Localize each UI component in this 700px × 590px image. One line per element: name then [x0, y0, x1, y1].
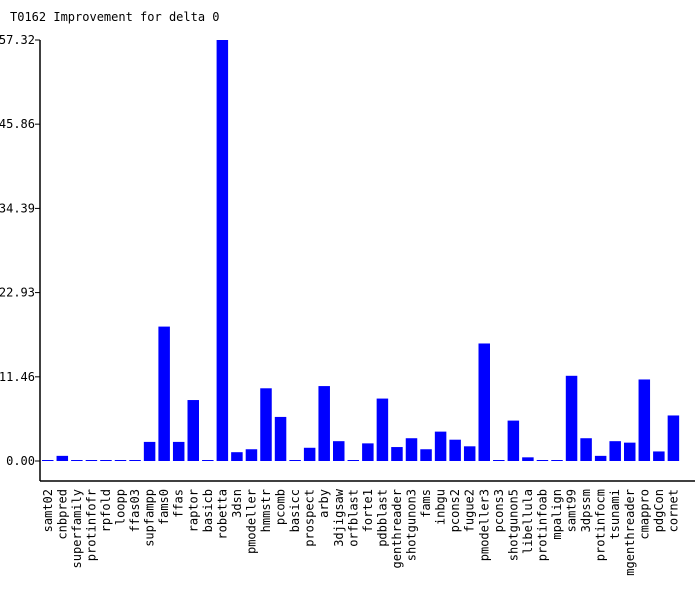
x-tick-label-loopp: loopp — [114, 489, 128, 525]
bar-fams — [420, 449, 432, 461]
x-tick-label-rpfold: rpfold — [99, 489, 113, 532]
bar-loopp — [114, 460, 127, 461]
x-tick-label-ffas03: ffas03 — [128, 489, 142, 532]
x-tick-label-forte1: forte1 — [361, 489, 375, 532]
x-tick-label-pmodeller: pmodeller — [244, 489, 258, 554]
x-tick-label-inbgu: inbgu — [434, 489, 448, 525]
bar-pdbblast — [376, 398, 389, 461]
x-tick-label-hmmstr: hmmstr — [259, 489, 273, 532]
bar-mpalign — [551, 460, 563, 461]
bar-fams0 — [158, 326, 170, 461]
bar-basicc — [289, 460, 301, 461]
bar-protinfoab — [536, 460, 549, 461]
x-tick-label-pcomb: pcomb — [274, 489, 288, 525]
bar-protinfocm — [594, 455, 607, 461]
x-tick-label-prospect: prospect — [303, 489, 317, 547]
x-tick-label-3djigsaw: 3djigsaw — [332, 488, 346, 547]
bar-raptor — [187, 400, 199, 461]
x-tick-label-basicb: basicb — [201, 489, 215, 532]
bar-ffas — [172, 441, 185, 461]
bar-protinfofr — [85, 460, 98, 461]
bar-genthreader — [391, 447, 403, 461]
bar-pcons2 — [449, 439, 461, 461]
bar-shotgunon5 — [507, 420, 520, 461]
chart-title: T0162 Improvement for delta 0 — [10, 10, 220, 24]
bar-rpfold — [100, 460, 112, 461]
x-tick-label-shotgunon5: shotgunon5 — [506, 489, 520, 561]
x-tick-label-protinfocm: protinfocm — [594, 489, 608, 561]
bar-libellula — [522, 457, 534, 461]
x-tick-label-superfamily: superfamily — [70, 489, 84, 568]
bar-robetta — [216, 40, 229, 461]
y-tick-label: 22.93 — [0, 286, 35, 300]
y-tick-label: 34.39 — [0, 201, 35, 215]
bar-cnbpred — [56, 455, 69, 461]
x-tick-label-basicc: basicc — [288, 489, 302, 532]
bars — [42, 40, 680, 461]
bar-orfblast — [347, 460, 360, 461]
x-tick-label-cmappro: cmappro — [637, 489, 651, 540]
x-tick-label-samt99: samt99 — [565, 489, 579, 532]
x-tick-label-3dsn: 3dsn — [230, 489, 244, 518]
bar-supfampp — [143, 441, 156, 461]
bar-arby — [318, 386, 330, 461]
x-tick-label-pcons2: pcons2 — [448, 489, 462, 532]
x-tick-label-orfblast: orfblast — [346, 489, 360, 547]
x-tick-label-ffas: ffas — [172, 489, 186, 518]
bar-mgenthreader — [624, 442, 636, 461]
x-tick-label-supfampp: supfampp — [143, 489, 157, 547]
y-axis-ticks: 0.00 11.46 22.93 34.39 45.86 57.32 — [0, 33, 40, 468]
x-tick-label-mpalign: mpalign — [550, 489, 564, 540]
x-tick-label-cornet: cornet — [666, 489, 680, 532]
x-tick-label-pdgCon: pdgCon — [652, 489, 666, 532]
x-tick-label-protinfoab: protinfoab — [535, 489, 549, 561]
x-axis-labels: samt02 cnbpred superfamily protinfofr rpfold… — [41, 488, 681, 575]
bar-tsunami — [609, 441, 621, 461]
y-tick-label: 11.46 — [0, 370, 35, 384]
bar-pmodeller3 — [478, 343, 490, 461]
bar-samt99 — [565, 375, 578, 461]
x-tick-label-fams0: fams0 — [157, 489, 171, 525]
y-tick-label: 45.86 — [0, 117, 35, 131]
bar-hmmstr — [260, 388, 272, 461]
x-tick-label-cnbpred: cnbpred — [55, 489, 69, 540]
bar-samt02 — [42, 460, 54, 461]
x-tick-label-mgenthreader: mgenthreader — [623, 489, 637, 576]
bar-basicb — [202, 460, 214, 461]
x-tick-label-libellula: libellula — [521, 489, 535, 554]
bar-fugue2 — [463, 446, 476, 461]
y-tick-label: 57.32 — [0, 33, 35, 47]
bar-3dsn — [231, 452, 243, 461]
x-tick-label-arby: arby — [317, 489, 331, 518]
bar-inbgu — [434, 431, 447, 461]
bar-3djigsaw — [333, 441, 345, 461]
x-tick-label-shotgunon3: shotgunon3 — [405, 489, 419, 561]
bar-prospect — [303, 447, 316, 461]
bar-3dpssm — [580, 438, 592, 461]
x-tick-label-fams: fams — [419, 489, 433, 518]
x-tick-label-robetta: robetta — [215, 489, 229, 540]
x-tick-label-genthreader: genthreader — [390, 489, 404, 568]
y-tick-label: 0.00 — [6, 454, 35, 468]
bar-cmappro — [638, 379, 651, 461]
bar-pcons3 — [493, 460, 505, 461]
x-tick-label-protinfofr: protinfofr — [84, 489, 98, 561]
bar-pdgCon — [653, 451, 665, 461]
bar-superfamily — [71, 460, 83, 461]
bar-forte1 — [362, 443, 374, 461]
x-tick-label-pdbblast: pdbblast — [375, 489, 389, 547]
bar-pcomb — [274, 416, 287, 461]
x-tick-label-tsunami: tsunami — [608, 489, 622, 540]
x-tick-label-pmodeller3: pmodeller3 — [477, 489, 491, 561]
bar-ffas03 — [129, 460, 141, 461]
bar-shotgunon3 — [405, 438, 418, 461]
x-tick-label-raptor: raptor — [186, 489, 200, 532]
bar-cornet — [667, 415, 680, 461]
x-tick-label-pcons3: pcons3 — [492, 489, 506, 532]
x-tick-label-3dpssm: 3dpssm — [579, 489, 593, 532]
x-tick-label-fugue2: fugue2 — [463, 489, 477, 532]
x-tick-label-samt02: samt02 — [41, 489, 55, 532]
bar-pmodeller — [245, 449, 258, 461]
